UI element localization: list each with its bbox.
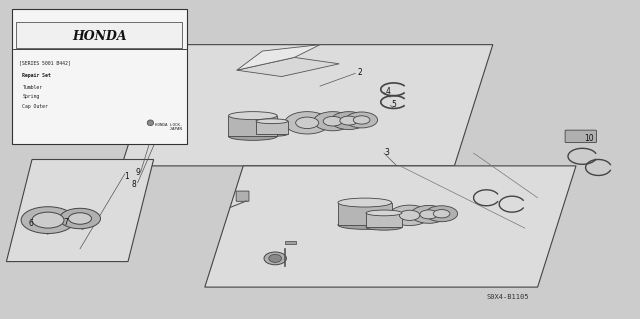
FancyBboxPatch shape <box>565 130 596 143</box>
Circle shape <box>433 210 450 218</box>
Ellipse shape <box>147 120 154 126</box>
Bar <box>256 121 288 134</box>
Polygon shape <box>122 45 493 166</box>
Text: 6: 6 <box>28 219 33 228</box>
Bar <box>285 241 296 244</box>
Text: 4: 4 <box>386 87 391 96</box>
Bar <box>228 116 277 137</box>
Circle shape <box>21 207 75 234</box>
Text: Spring: Spring <box>22 94 40 99</box>
Bar <box>147 135 161 138</box>
FancyBboxPatch shape <box>12 9 187 144</box>
Circle shape <box>353 116 370 124</box>
Text: 5: 5 <box>391 100 396 109</box>
Circle shape <box>285 112 330 134</box>
Text: S0X4-B1105: S0X4-B1105 <box>486 294 529 300</box>
Polygon shape <box>237 45 320 70</box>
Circle shape <box>426 206 458 222</box>
Bar <box>338 203 392 225</box>
Text: 7: 7 <box>63 218 68 227</box>
Polygon shape <box>6 160 154 262</box>
Circle shape <box>389 205 430 226</box>
Text: 3: 3 <box>385 148 390 157</box>
Polygon shape <box>237 57 339 77</box>
Bar <box>149 137 159 139</box>
Text: 2: 2 <box>357 68 362 77</box>
Text: 8: 8 <box>131 180 136 189</box>
Ellipse shape <box>269 255 282 262</box>
Text: HONDA: HONDA <box>72 30 127 43</box>
Ellipse shape <box>228 132 277 140</box>
Circle shape <box>346 112 378 128</box>
Circle shape <box>331 112 367 130</box>
Text: Cap Outer: Cap Outer <box>22 104 48 109</box>
Circle shape <box>323 116 342 126</box>
Circle shape <box>32 212 64 228</box>
Circle shape <box>411 205 447 223</box>
Text: Tumbler: Tumbler <box>22 85 42 90</box>
Text: 1: 1 <box>124 172 129 181</box>
FancyBboxPatch shape <box>236 191 249 201</box>
Text: [SERIES 5001 B442]: [SERIES 5001 B442] <box>19 61 71 66</box>
Ellipse shape <box>338 220 392 229</box>
Text: 9: 9 <box>135 168 140 177</box>
Polygon shape <box>205 166 576 287</box>
Circle shape <box>296 117 319 129</box>
Ellipse shape <box>264 252 287 265</box>
Text: Repair Set: Repair Set <box>22 73 51 78</box>
Circle shape <box>68 213 92 224</box>
Bar <box>366 213 402 227</box>
Ellipse shape <box>256 119 288 124</box>
Circle shape <box>420 210 438 219</box>
Text: HONDA LOCK-
   JAPAN: HONDA LOCK- JAPAN <box>155 123 182 131</box>
Ellipse shape <box>338 198 392 207</box>
Ellipse shape <box>366 225 402 230</box>
Circle shape <box>60 208 100 229</box>
Circle shape <box>340 116 358 125</box>
Bar <box>16 22 182 48</box>
Ellipse shape <box>145 118 156 128</box>
Ellipse shape <box>366 210 402 216</box>
Ellipse shape <box>256 131 288 137</box>
Text: 10: 10 <box>584 134 594 143</box>
Ellipse shape <box>228 112 277 120</box>
Circle shape <box>399 210 420 220</box>
Circle shape <box>314 112 352 131</box>
